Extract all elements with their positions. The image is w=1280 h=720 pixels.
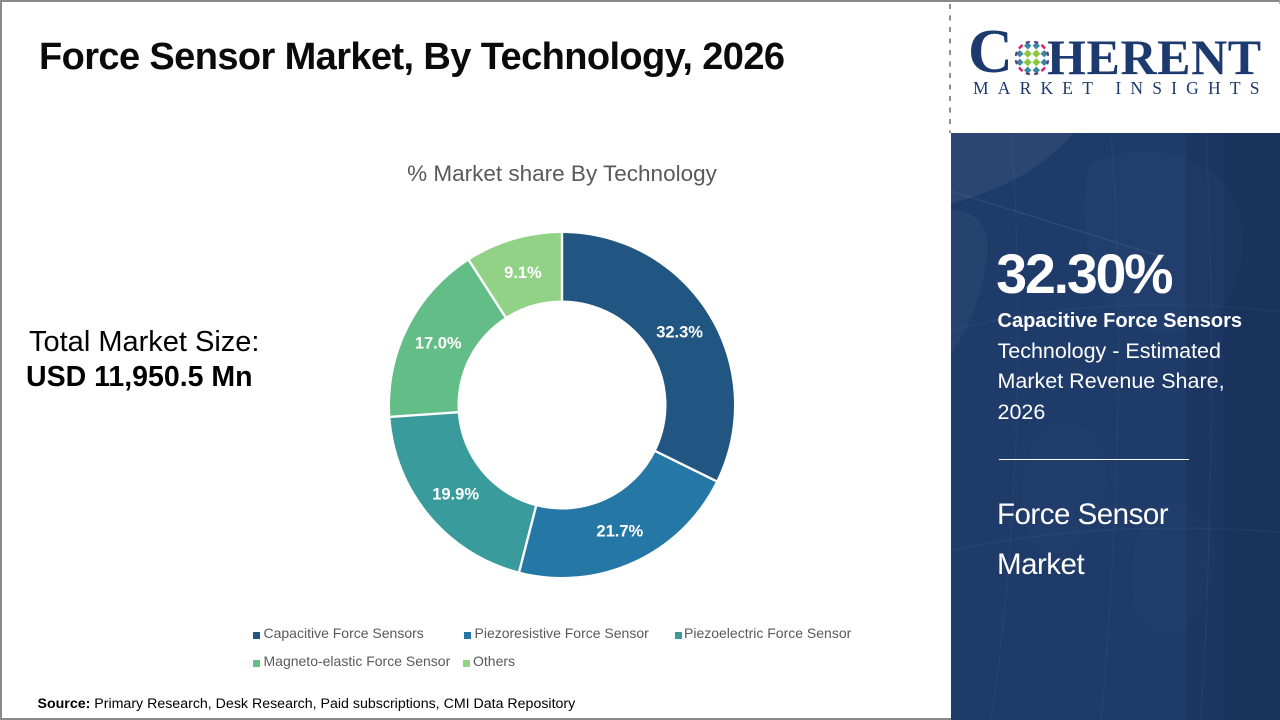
svg-text:17.0%: 17.0% <box>415 335 462 353</box>
svg-text:19.9%: 19.9% <box>432 485 479 503</box>
svg-text:32.3%: 32.3% <box>656 324 703 342</box>
svg-text:9.1%: 9.1% <box>504 264 542 282</box>
svg-text:21.7%: 21.7% <box>596 523 643 541</box>
